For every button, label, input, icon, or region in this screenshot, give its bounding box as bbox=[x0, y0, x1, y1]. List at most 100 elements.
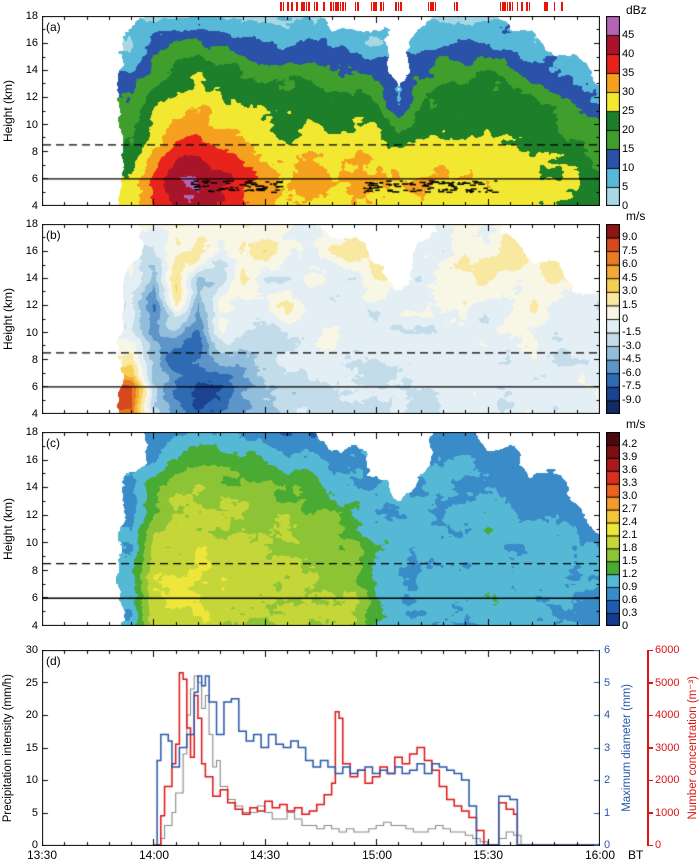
colorbar-c-tick-3.0: 3.0 bbox=[622, 490, 638, 503]
panel-d-far-right-tick-5000: 5000 bbox=[655, 676, 680, 689]
panel-d-right-tick-1: 1 bbox=[604, 806, 611, 819]
event-mark bbox=[499, 2, 502, 11]
event-mark bbox=[370, 2, 373, 11]
xtick-label-0: 13:30 bbox=[26, 848, 58, 862]
event-mark bbox=[300, 2, 303, 11]
colorbar-b bbox=[606, 224, 620, 414]
colorbar-c-tick-0: 0 bbox=[622, 619, 629, 632]
event-mark bbox=[546, 2, 549, 11]
panel-d-right-title-text: Maximum diameter (mm) bbox=[620, 684, 633, 812]
panel-d-left-tick-25: 25 bbox=[25, 676, 38, 689]
panel-d-right-tick-4: 4 bbox=[604, 709, 611, 721]
colorbar-b-unit: m/s bbox=[626, 209, 646, 223]
panel-a-ytick-12: 12 bbox=[25, 91, 38, 104]
event-mark bbox=[287, 2, 289, 11]
event-mark bbox=[511, 2, 514, 11]
panel-d-far-right-tickmark-2000 bbox=[648, 779, 653, 781]
panel-d-far-right-tickmark-3000 bbox=[648, 747, 653, 749]
colorbar-b-tick-0: 0 bbox=[622, 312, 629, 325]
panel-c-ytitle: Height (km) bbox=[0, 432, 15, 626]
event-mark bbox=[456, 2, 458, 11]
event-mark bbox=[504, 2, 507, 11]
colorbar-a-tick-25: 25 bbox=[622, 104, 635, 117]
colorbar-b-tick--4.5: -4.5 bbox=[622, 353, 641, 366]
panel-d-far-right-tickmark-5000 bbox=[648, 682, 653, 684]
colorbar-a-tick-30: 30 bbox=[622, 85, 635, 98]
xtick-label-4: 15:30 bbox=[472, 848, 504, 862]
panel-d-far-right-tick-4000: 4000 bbox=[655, 709, 680, 721]
panel-d-right-title: Maximum diameter (mm) bbox=[619, 650, 634, 846]
panel-c-ytick-12: 12 bbox=[25, 509, 38, 522]
panel-b-ytick-8: 8 bbox=[31, 353, 38, 366]
event-mark bbox=[335, 2, 337, 11]
panel-d-left-title-text: Precipitation intensity (mm/h) bbox=[1, 673, 14, 823]
xtick-label-2: 14:30 bbox=[249, 848, 281, 862]
panel-d-far-right-spine bbox=[647, 650, 649, 846]
colorbar-c-tick-0.6: 0.6 bbox=[622, 593, 638, 606]
colorbar-c-tick-0.9: 0.9 bbox=[622, 580, 638, 593]
panel-c-ytick-10: 10 bbox=[25, 536, 38, 549]
panel-c-ytick-6: 6 bbox=[31, 592, 38, 605]
panel-d-right-tick-3: 3 bbox=[604, 741, 611, 754]
event-mark bbox=[375, 2, 377, 11]
event-mark bbox=[516, 2, 519, 11]
panel-a-ytitle-text: Height (km) bbox=[0, 79, 15, 142]
event-mark bbox=[427, 2, 430, 11]
colorbar-c-tick-2.7: 2.7 bbox=[622, 503, 638, 516]
panel-d-far-right-tickmark-6000 bbox=[648, 649, 653, 651]
panel-d-far-right-tick-1000: 1000 bbox=[655, 806, 680, 819]
panel-d-right-tick-2: 2 bbox=[604, 774, 611, 786]
event-mark bbox=[395, 2, 398, 11]
panel-d-far-right-tickmark-1000 bbox=[648, 812, 653, 814]
event-mark bbox=[332, 2, 335, 11]
panel-c-label: (c) bbox=[46, 436, 60, 450]
panel-a-ytick-18: 18 bbox=[25, 10, 38, 22]
event-mark bbox=[356, 2, 359, 11]
panel-d-left-tick-10: 10 bbox=[25, 774, 38, 786]
colorbar-b-tick-9.0: 9.0 bbox=[622, 231, 638, 244]
panel-b-ytick-18: 18 bbox=[25, 218, 38, 230]
panel-d-far-right-tick-2000: 2000 bbox=[655, 774, 680, 786]
event-mark bbox=[400, 2, 402, 11]
colorbar-a-unit: dBz bbox=[626, 3, 647, 17]
panel-d-left-title: Precipitation intensity (mm/h) bbox=[0, 650, 15, 846]
event-mark bbox=[339, 2, 342, 11]
event-mark bbox=[526, 2, 528, 11]
event-mark bbox=[296, 2, 298, 11]
event-mark bbox=[337, 2, 340, 11]
panel-c-ytitle-text: Height (km) bbox=[0, 497, 15, 560]
panel-d-right-tick-6: 6 bbox=[604, 644, 611, 656]
colorbar-c-tick-3.3: 3.3 bbox=[622, 477, 638, 490]
colorbar-b-tick-3.0: 3.0 bbox=[622, 285, 638, 298]
colorbar-c-tick-3.9: 3.9 bbox=[622, 451, 638, 464]
panel-b-ytick-4: 4 bbox=[31, 408, 38, 420]
panel-a-heatmap-canvas bbox=[42, 16, 600, 206]
event-mark bbox=[342, 2, 344, 11]
event-mark bbox=[308, 2, 310, 11]
event-mark bbox=[313, 2, 316, 11]
event-mark bbox=[509, 2, 511, 11]
colorbar-a-tick-35: 35 bbox=[622, 66, 635, 79]
panel-b-ytitle: Height (km) bbox=[0, 224, 15, 414]
panel-b-ytick-6: 6 bbox=[31, 380, 38, 393]
event-mark bbox=[291, 2, 293, 11]
event-mark bbox=[280, 2, 282, 11]
panel-a-ytick-6: 6 bbox=[31, 172, 38, 185]
event-mark bbox=[354, 2, 357, 11]
event-mark bbox=[380, 2, 382, 11]
colorbar-b-tick--1.5: -1.5 bbox=[622, 326, 641, 339]
panel-d-far-right-title-text: Number concentration (m⁻³) bbox=[686, 676, 699, 820]
event-mark bbox=[528, 2, 531, 11]
panel-d-left-tick-15: 15 bbox=[25, 741, 38, 754]
panel-c-ytick-14: 14 bbox=[25, 481, 38, 494]
colorbar-a-tick-15: 15 bbox=[622, 142, 635, 155]
colorbar-b-tick-6.0: 6.0 bbox=[622, 258, 638, 271]
event-mark bbox=[382, 2, 385, 11]
colorbar-b-tick--6.0: -6.0 bbox=[622, 366, 641, 379]
panel-b-ytick-12: 12 bbox=[25, 299, 38, 312]
event-mark bbox=[330, 2, 332, 11]
event-mark bbox=[521, 2, 523, 11]
event-mark bbox=[544, 2, 546, 11]
panel-a-ytick-10: 10 bbox=[25, 118, 38, 131]
